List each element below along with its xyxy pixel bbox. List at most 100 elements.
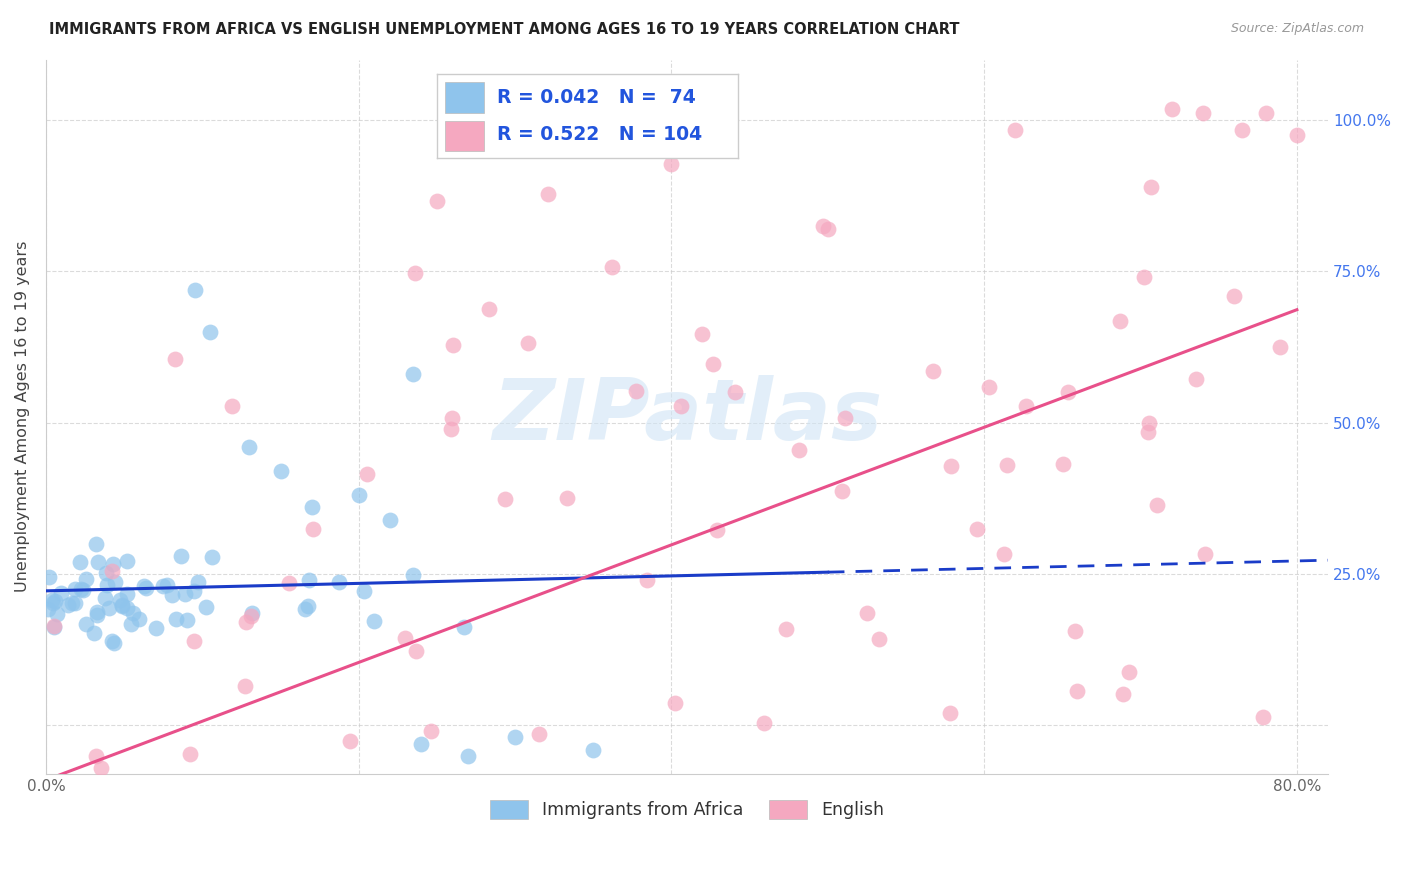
Point — [152, 579, 174, 593]
Point — [198, 325, 221, 339]
Point — [41, 593, 63, 607]
Point — [517, 335, 540, 350]
Point — [103, 557, 125, 571]
Point — [301, 500, 323, 515]
Point — [339, 734, 361, 748]
Point — [195, 599, 218, 614]
Point — [84, 749, 107, 764]
Point — [72, 583, 94, 598]
Point — [75, 572, 97, 586]
Point — [111, 598, 134, 612]
Point — [98, 600, 121, 615]
Point — [328, 575, 350, 590]
Point — [690, 327, 713, 342]
Point — [45, 607, 67, 621]
Point — [233, 679, 256, 693]
Y-axis label: Unemployment Among Ages 16 to 19 years: Unemployment Among Ages 16 to 19 years — [15, 241, 30, 592]
Point — [60, 596, 83, 610]
Point — [426, 194, 449, 209]
Point — [44, 593, 66, 607]
Point — [104, 574, 127, 589]
Point — [96, 577, 118, 591]
Point — [1254, 106, 1277, 120]
Point — [93, 591, 115, 605]
Point — [1192, 106, 1215, 120]
Point — [128, 612, 150, 626]
Point — [165, 612, 187, 626]
Point — [111, 599, 134, 613]
Point — [457, 748, 479, 763]
Point — [134, 579, 156, 593]
Point — [48, 787, 70, 801]
Point — [87, 555, 110, 569]
Point — [405, 643, 427, 657]
Point — [441, 411, 464, 425]
Point — [977, 380, 1000, 394]
Point — [1251, 710, 1274, 724]
Point — [179, 747, 201, 761]
Point — [503, 731, 526, 745]
Point — [298, 815, 321, 830]
Point — [1004, 122, 1026, 136]
Point — [1112, 687, 1135, 701]
Point — [101, 565, 124, 579]
Point — [115, 587, 138, 601]
Point — [664, 696, 686, 710]
Point — [453, 620, 475, 634]
Point — [145, 621, 167, 635]
Point — [1066, 683, 1088, 698]
Point — [240, 608, 263, 623]
Point — [831, 483, 853, 498]
Point — [1108, 314, 1130, 328]
Text: ZIPatlas: ZIPatlas — [492, 376, 882, 458]
Point — [101, 634, 124, 648]
Text: Source: ZipAtlas.com: Source: ZipAtlas.com — [1230, 22, 1364, 36]
Point — [298, 574, 321, 588]
Point — [38, 569, 60, 583]
Point — [669, 399, 692, 413]
Point — [150, 848, 173, 863]
Point — [270, 464, 292, 478]
Point — [702, 357, 724, 371]
Point — [1137, 416, 1160, 430]
Point — [817, 222, 839, 236]
Point — [1064, 624, 1087, 639]
Point — [394, 631, 416, 645]
Point — [789, 442, 811, 457]
Point — [90, 761, 112, 775]
Point — [174, 587, 197, 601]
Point — [813, 219, 835, 234]
Point — [482, 830, 505, 844]
Point — [1139, 180, 1161, 194]
Point — [939, 706, 962, 720]
Point — [294, 602, 316, 616]
Point — [498, 830, 520, 844]
Point — [682, 846, 704, 860]
Point — [347, 488, 370, 502]
Point — [156, 578, 179, 592]
Point — [402, 368, 425, 382]
Point — [176, 613, 198, 627]
Point — [411, 737, 433, 751]
Point — [834, 410, 856, 425]
Point — [404, 266, 426, 280]
Point — [235, 615, 257, 629]
Point — [494, 491, 516, 506]
Point — [70, 582, 93, 597]
Point — [478, 301, 501, 316]
Point — [616, 797, 638, 811]
Point — [69, 555, 91, 569]
Point — [80, 854, 103, 868]
Point — [160, 588, 183, 602]
Point — [706, 523, 728, 537]
Point — [440, 422, 463, 436]
Point — [117, 600, 139, 615]
Point — [94, 566, 117, 580]
Point — [56, 599, 79, 613]
Point — [941, 459, 963, 474]
Point — [1222, 289, 1244, 303]
Point — [86, 605, 108, 619]
Point — [301, 522, 323, 536]
Point — [63, 596, 86, 610]
Point — [1133, 270, 1156, 285]
